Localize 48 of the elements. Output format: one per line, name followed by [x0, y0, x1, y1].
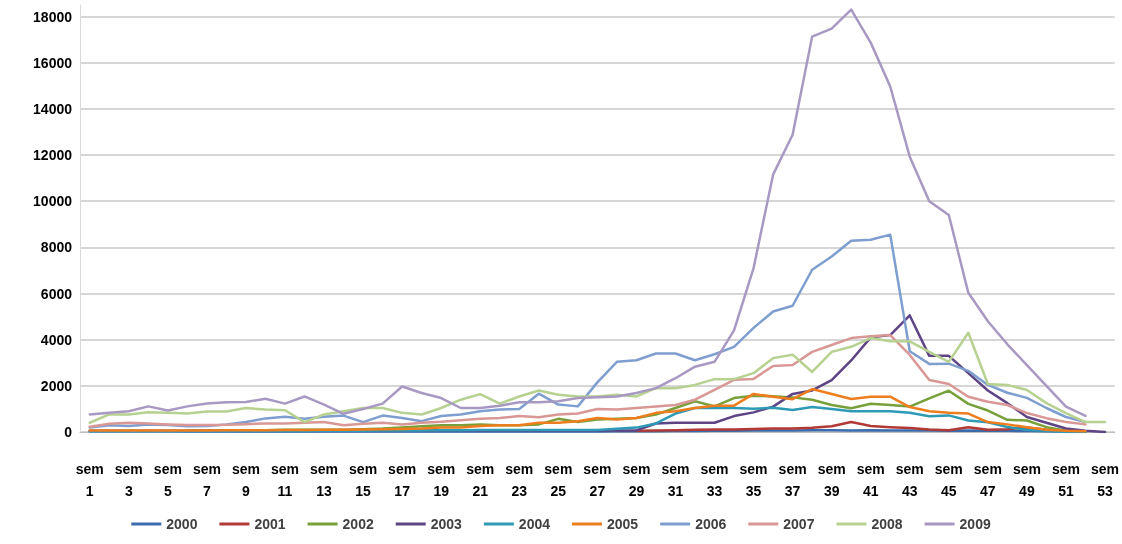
x-tick-label: sem 13 — [310, 461, 339, 499]
x-tick-label: sem 51 — [1051, 461, 1080, 499]
y-tick-label: 10000 — [33, 193, 73, 210]
x-tick-label: sem 41 — [856, 461, 885, 499]
x-tick-label: sem 31 — [661, 461, 690, 499]
x-tick-label: sem 11 — [270, 461, 300, 499]
x-tick-label: sem 21 — [466, 461, 495, 499]
x-tick-label: sem 7 — [192, 461, 221, 499]
x-tick-label: sem 37 — [778, 461, 807, 499]
y-tick-label: 2000 — [40, 377, 73, 394]
legend-label: 2009 — [959, 516, 991, 532]
x-tick-label: sem 29 — [622, 461, 651, 499]
legend-label: 2001 — [254, 516, 286, 532]
legend-label: 2006 — [695, 516, 727, 532]
x-tick-label: sem 47 — [973, 461, 1002, 499]
legend-label: 2002 — [342, 516, 374, 532]
y-tick-label: 14000 — [33, 100, 73, 117]
legend-label: 2004 — [518, 516, 551, 532]
y-tick-label: 8000 — [40, 239, 73, 256]
line-series — [88, 8, 1087, 418]
x-tick-label: sem 23 — [505, 461, 534, 499]
x-tick-label: sem 33 — [700, 461, 729, 499]
x-tick-label: sem 53 — [1090, 461, 1120, 499]
y-tick-label: 4000 — [40, 331, 73, 348]
x-tick-label: sem 35 — [739, 461, 768, 499]
x-tick-label: sem 43 — [895, 461, 924, 499]
x-tick-label: sem 39 — [817, 461, 846, 499]
x-tick-label: sem 25 — [544, 461, 573, 499]
x-tick-label: sem 5 — [153, 461, 182, 499]
x-tick-label: sem 27 — [583, 461, 612, 499]
y-tick-label: 0 — [64, 424, 73, 440]
y-tick-label: 18000 — [33, 8, 73, 25]
legend-label: 2005 — [607, 516, 639, 532]
legend-label: 2008 — [871, 516, 903, 532]
y-tick-label: 12000 — [33, 147, 73, 164]
legend-label: 2000 — [166, 516, 198, 532]
x-tick-label: sem 49 — [1012, 461, 1041, 499]
legend-label: 2003 — [430, 516, 463, 532]
x-tick-label: sem 1 — [75, 461, 104, 499]
y-tick-label: 16000 — [33, 54, 73, 71]
y-tick-label: 6000 — [40, 285, 73, 302]
legend-label: 2007 — [783, 516, 815, 532]
x-tick-label: sem 15 — [349, 461, 378, 499]
x-tick-label: sem 45 — [934, 461, 963, 499]
x-tick-label: sem 19 — [427, 461, 456, 499]
x-tick-label: sem 3 — [114, 461, 143, 499]
x-tick-label: sem 17 — [388, 461, 417, 499]
x-tick-label: sem 9 — [231, 461, 260, 499]
